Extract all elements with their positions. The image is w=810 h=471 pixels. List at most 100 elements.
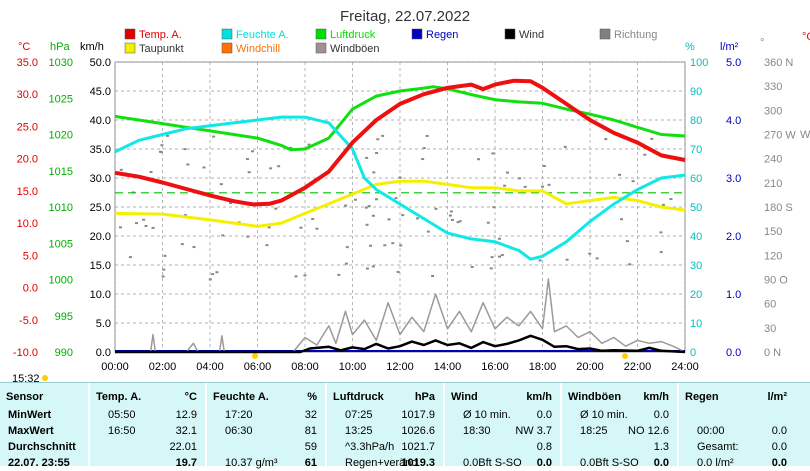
direction-tick: 60 <box>764 299 776 311</box>
time-tick: 20:00 <box>576 361 604 373</box>
stats-row: Durchschnitt <box>0 439 88 455</box>
stats-row: 19.7 <box>90 455 205 471</box>
stats-header-label: Regen <box>685 391 719 403</box>
direction-tick: 330 <box>764 81 782 93</box>
right-partial-unit: °C <box>802 31 810 43</box>
pressure-tick: 1025 <box>49 93 73 105</box>
wind-tick: 50.0 <box>90 57 111 69</box>
stats-header-unit: km/h <box>526 391 552 403</box>
legend-label: Luftdruck <box>330 29 376 41</box>
stats-cell-value: 0.0 <box>771 457 787 469</box>
legend-label: Feuchte A. <box>236 29 289 41</box>
humidity-tick: 90 <box>690 86 702 98</box>
time-tick: 04:00 <box>196 361 224 373</box>
stats-cell-value: 1.3 <box>653 441 669 453</box>
direction-tick: 210 <box>764 178 782 190</box>
stats-header: Wind km/h <box>445 389 560 405</box>
stats-cell-value: 0.0 <box>771 441 787 453</box>
stats-cell-value: NO 12.6 <box>628 425 669 437</box>
pressure-tick: 1015 <box>49 166 73 178</box>
stats-cell-value: 81 <box>304 425 317 437</box>
stats-header-unit: l/m² <box>767 391 787 403</box>
stats-row: Gesamt: 0.0 <box>679 439 795 455</box>
stats-header: Regen l/m² <box>679 389 795 405</box>
stats-row: ^3.3hPa/h 1021.7 <box>327 439 443 455</box>
stats-cell-value: NW 3.7 <box>515 425 552 437</box>
stats-header-label: Sensor <box>6 391 44 403</box>
stats-cell-label: Durchschnitt <box>8 441 76 453</box>
temp-tick: 35.0 <box>17 57 38 69</box>
now-marker <box>42 375 48 381</box>
time-tick: 00:00 <box>101 361 129 373</box>
stats-cell-label: 17:20 <box>225 409 253 421</box>
stats-cell-value: 32.1 <box>175 425 197 437</box>
humidity-axis-unit: % <box>685 41 695 53</box>
series-windb-en <box>115 278 686 353</box>
humidity-tick: 20 <box>690 289 702 301</box>
stats-cell-value: 12.9 <box>175 409 197 421</box>
stats-column: Feuchte A.% 17:20 32 06:30 81 59 10.37 g/m³ 61 <box>205 383 325 469</box>
series-feuchte-a- <box>114 115 686 261</box>
temp-tick: 20.0 <box>17 154 38 166</box>
stats-row: 13:25 1026.6 <box>327 423 443 439</box>
legend-label: Windböen <box>330 43 380 55</box>
wind-axis-unit: km/h <box>80 41 104 53</box>
wind-tick: 25.0 <box>90 202 111 214</box>
stats-cell-label: 07:25 <box>345 409 373 421</box>
weather-chart: Freitag, 22.07.2022 Temp. A. Feuchte A. Lu… <box>12 8 810 382</box>
stats-cell-label: 16:50 <box>108 425 136 437</box>
stats-row: 0.0Bft S-SO 0.0 <box>445 455 560 471</box>
stats-row: 17:20 32 <box>207 407 325 423</box>
wind-tick: 45.0 <box>90 86 111 98</box>
stats-row: 22.01 <box>90 439 205 455</box>
humidity-tick: 60 <box>690 173 702 185</box>
direction-tick: 30 <box>764 323 776 335</box>
stats-cell-value: 22.01 <box>169 441 197 453</box>
stats-cell-value: 0.0 <box>653 409 669 421</box>
time-tick: 22:00 <box>624 361 652 373</box>
direction-tick: 150 <box>764 226 782 238</box>
direction-tick: 180 S <box>764 202 793 214</box>
stats-cell-value: 32 <box>304 409 317 421</box>
legend-label: Taupunkt <box>139 43 184 55</box>
legend-label: Wind <box>519 29 544 41</box>
stats-cell-value: 19.7 <box>175 457 197 469</box>
stats-header: Temp. A. °C <box>90 389 205 405</box>
stats-column: Luftdruck hPa 07:25 1017.9 13:25 1026.6 ^3.3hP… <box>325 383 443 469</box>
stats-row: 05:50 12.9 <box>90 407 205 423</box>
temp-tick: -5.0 <box>19 315 38 327</box>
time-tick: 10:00 <box>339 361 367 373</box>
rain-tick: 4.0 <box>726 115 741 127</box>
rain-tick: 5.0 <box>726 57 741 69</box>
stats-header-unit: °C <box>184 391 197 403</box>
series-wind <box>115 334 686 354</box>
time-tick: 16:00 <box>481 361 509 373</box>
stats-cell-label: 18:25 <box>580 425 608 437</box>
legend-swatch <box>315 42 327 54</box>
humidity-tick: 30 <box>690 260 702 272</box>
time-tick: 08:00 <box>291 361 319 373</box>
legend-label: Temp. A. <box>139 29 182 41</box>
sun-marker <box>622 353 628 359</box>
stats-cell-label: MaxWert <box>8 425 54 437</box>
humidity-tick: 0 <box>690 347 696 359</box>
stats-header: Luftdruck hPa <box>327 389 443 405</box>
stats-cell-label: 0.0Bft S-SO <box>580 457 639 469</box>
right-partial-direction: W <box>800 129 810 141</box>
stats-column: Regen l/m² 00:00 0.0 Gesamt: 0.0 0.0 l/m² 0.0 <box>677 383 795 469</box>
temp-tick: 0.0 <box>23 283 38 295</box>
stats-cell-value: 1019.3 <box>401 457 435 469</box>
wind-tick: 20.0 <box>90 231 111 243</box>
direction-marks <box>118 134 673 281</box>
stats-header: Sensor <box>0 389 88 405</box>
pressure-tick: 1010 <box>49 202 73 214</box>
humidity-tick: 70 <box>690 144 702 156</box>
stats-cell-label: Ø 10 min. <box>463 409 511 421</box>
stats-header-label: Luftdruck <box>333 391 384 403</box>
rain-tick: 3.0 <box>726 173 741 185</box>
temp-tick: -10.0 <box>13 347 38 359</box>
stats-header-unit: km/h <box>643 391 669 403</box>
humidity-tick: 100 <box>690 57 708 69</box>
stats-cell-label: 22.07. 23:55 <box>8 457 70 469</box>
stats-cell-label: MinWert <box>8 409 52 421</box>
